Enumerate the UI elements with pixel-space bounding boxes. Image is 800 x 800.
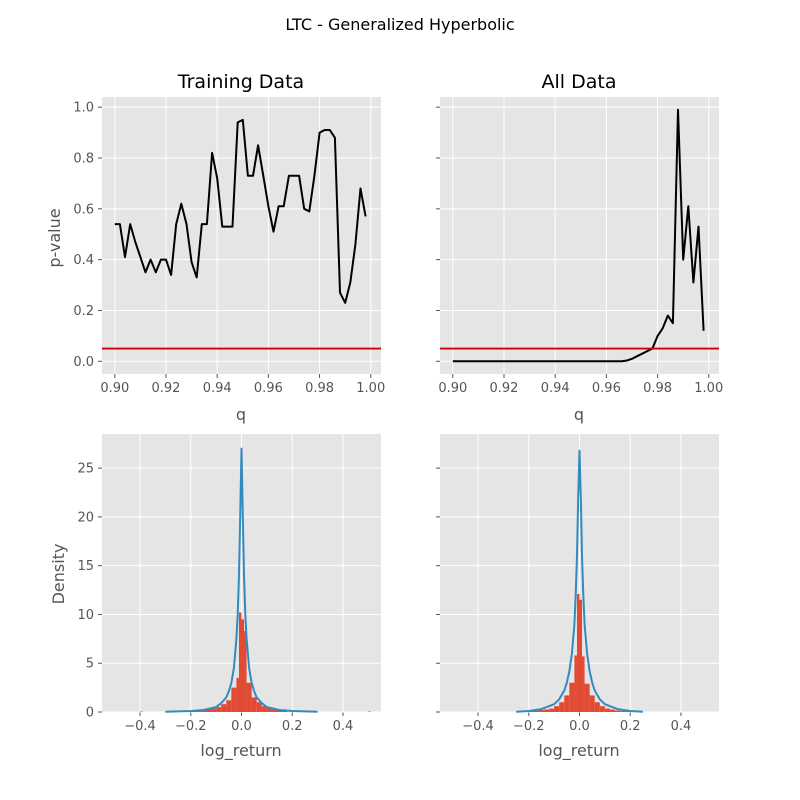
training-density-x-tick-label: 0.4 <box>333 719 354 734</box>
all-data-density-histogram-bar <box>569 682 575 712</box>
training-density-histogram-bar <box>200 710 206 712</box>
all-data-density-histogram-bar <box>576 593 580 712</box>
training-pvalue-background <box>102 97 381 374</box>
all-data-density-histogram-bar <box>549 708 555 712</box>
training-density-x-tick-label: 0.2 <box>282 719 303 734</box>
training-pvalue-y-tick-label: 0.0 <box>73 355 94 370</box>
all-data-pvalue-x-tick-label: 0.90 <box>438 381 467 396</box>
all-data-density-histogram-bar <box>594 702 600 712</box>
all-data-density-histogram-bar <box>564 695 570 712</box>
all-data-pvalue-x-tick-label: 0.96 <box>592 381 621 396</box>
training-density-histogram-bar <box>266 708 272 712</box>
training-density-y-tick-label: 0 <box>86 706 94 721</box>
all-data-density-x-tick-label: 0.2 <box>620 719 641 734</box>
training-density-histogram-bar <box>216 707 222 712</box>
all-data-density-density-curve <box>516 449 643 713</box>
training-pvalue-x-tick-label: 0.94 <box>203 381 232 396</box>
all-data-pvalue-x-tick-label: 0.94 <box>541 381 570 396</box>
all-data-density-histogram-bar <box>543 709 550 712</box>
training-density-panel: −0.4 −0.2 0.0 0.2 0.4 0 5 10 15 20 25 log_return D… <box>49 434 381 761</box>
training-pvalue-x-tick-label: 0.90 <box>100 381 129 396</box>
training-pvalue-plot-area: 0.90 0.92 0.94 0.96 0.98 1.00 0.0 0.2 0.4 0.6 0.8 1… <box>73 97 385 396</box>
all-data-density-histogram-bar <box>615 710 621 712</box>
training-density-y-tick-label: 15 <box>77 559 94 574</box>
training-density-x-tick-label: 0.0 <box>231 719 252 734</box>
training-density-histogram-bar <box>205 709 212 712</box>
training-pvalue-y-tick-label: 0.4 <box>73 253 94 268</box>
all-data-pvalue-background <box>440 97 719 374</box>
all-data-pvalue-series-line <box>452 108 705 363</box>
training-pvalue-ylabel: p-value <box>45 208 64 267</box>
training-pvalue-x-tick-label: 0.98 <box>305 381 334 396</box>
training-pvalue-x-tick-label: 1.00 <box>356 381 385 396</box>
training-pvalue-panel: 0.90 0.92 0.94 0.96 0.98 1.00 0.0 0.2 0.4 0.6 0.8 1… <box>45 71 385 424</box>
all-data-density-xlabel: log_return <box>538 741 619 761</box>
training-density-ylabel: Density <box>49 544 68 605</box>
all-data-density-histogram-bar <box>533 710 539 712</box>
all-data-density-x-tick-label: −0.4 <box>462 719 494 734</box>
training-density-histogram-bar <box>261 706 267 712</box>
training-density-y-tick-label: 20 <box>77 510 94 525</box>
all-data-pvalue-xlabel: q <box>574 405 584 424</box>
training-density-histogram-bar <box>282 711 288 712</box>
all-data-pvalue-x-tick-label: 0.98 <box>643 381 672 396</box>
all-data-density-histogram-bar <box>620 711 626 712</box>
training-density-histogram-bar <box>236 677 239 712</box>
all-data-density-x-tick-label: 0.4 <box>671 719 692 734</box>
training-density-xlabel: log_return <box>200 741 281 761</box>
training-density-x-tick-label: −0.2 <box>175 719 207 734</box>
all-data-density-histogram-bar <box>584 683 590 712</box>
all-data-density-histogram-bar <box>538 710 544 712</box>
all-data-density-x-tick-label: 0.0 <box>569 719 590 734</box>
all-data-density-panel: −0.4 −0.2 0.0 0.2 0.4 log_return <box>436 434 719 761</box>
all-data-density-x-tick-label: −0.2 <box>513 719 545 734</box>
training-density-plot-area: −0.4 −0.2 0.0 0.2 0.4 0 5 10 15 20 25 <box>77 434 381 734</box>
training-density-histogram-bar <box>221 704 227 712</box>
training-density-y-tick-label: 25 <box>77 462 94 477</box>
all-data-density-histogram-bar <box>554 706 560 712</box>
training-density-histogram-bar <box>246 682 252 712</box>
training-density-histogram-bar <box>231 687 237 712</box>
training-density-histogram-bar <box>211 708 217 712</box>
all-data-density-histogram-bar <box>559 702 565 712</box>
training-pvalue-y-tick-label: 1.0 <box>73 101 94 116</box>
training-pvalue-series-line <box>114 118 367 304</box>
all-data-density-plot-area: −0.4 −0.2 0.0 0.2 0.4 <box>436 434 719 734</box>
training-density-y-tick-label: 5 <box>86 657 94 672</box>
all-data-density-histogram-bar <box>582 656 585 712</box>
figure-suptitle: LTC - Generalized Hyperbolic <box>285 15 514 34</box>
all-data-pvalue-x-tick-label: 0.92 <box>490 381 519 396</box>
training-density-histogram-bar <box>244 631 247 712</box>
training-density-histogram-bar <box>256 702 262 712</box>
training-pvalue-xlabel: q <box>236 405 246 424</box>
all-data-density-histogram-bar <box>574 655 577 712</box>
training-density-histogram-bar <box>238 612 242 712</box>
all-data-density-histogram-bar <box>589 695 595 712</box>
training-pvalue-y-tick-label: 0.6 <box>73 202 94 217</box>
all-data-pvalue-title: All Data <box>542 71 617 93</box>
all-data-density-histogram-bar <box>604 708 610 712</box>
all-data-density-histogram-bar <box>609 709 616 712</box>
training-pvalue-y-tick-label: 0.2 <box>73 304 94 319</box>
training-pvalue-x-tick-label: 0.96 <box>254 381 283 396</box>
all-data-pvalue-x-tick-label: 1.00 <box>694 381 723 396</box>
all-data-density-histogram-bar <box>579 599 583 712</box>
training-pvalue-title: Training Data <box>177 71 304 93</box>
all-data-density-histogram-bar <box>599 706 605 712</box>
training-density-histogram-bar <box>241 619 245 712</box>
training-density-histogram-bar <box>277 710 283 712</box>
training-density-histogram-bar <box>226 700 232 712</box>
training-pvalue-x-tick-label: 0.92 <box>152 381 181 396</box>
training-density-x-tick-label: −0.4 <box>124 719 156 734</box>
training-pvalue-y-tick-label: 0.8 <box>73 151 94 166</box>
all-data-pvalue-panel: 0.90 0.92 0.94 0.96 0.98 1.00 All Data q <box>436 71 723 424</box>
training-density-histogram-bar <box>271 709 278 712</box>
all-data-pvalue-plot-area: 0.90 0.92 0.94 0.96 0.98 1.00 <box>436 97 723 396</box>
training-density-density-curve <box>165 447 318 713</box>
training-density-histogram-bar <box>251 697 257 712</box>
training-density-y-tick-label: 10 <box>77 608 94 623</box>
